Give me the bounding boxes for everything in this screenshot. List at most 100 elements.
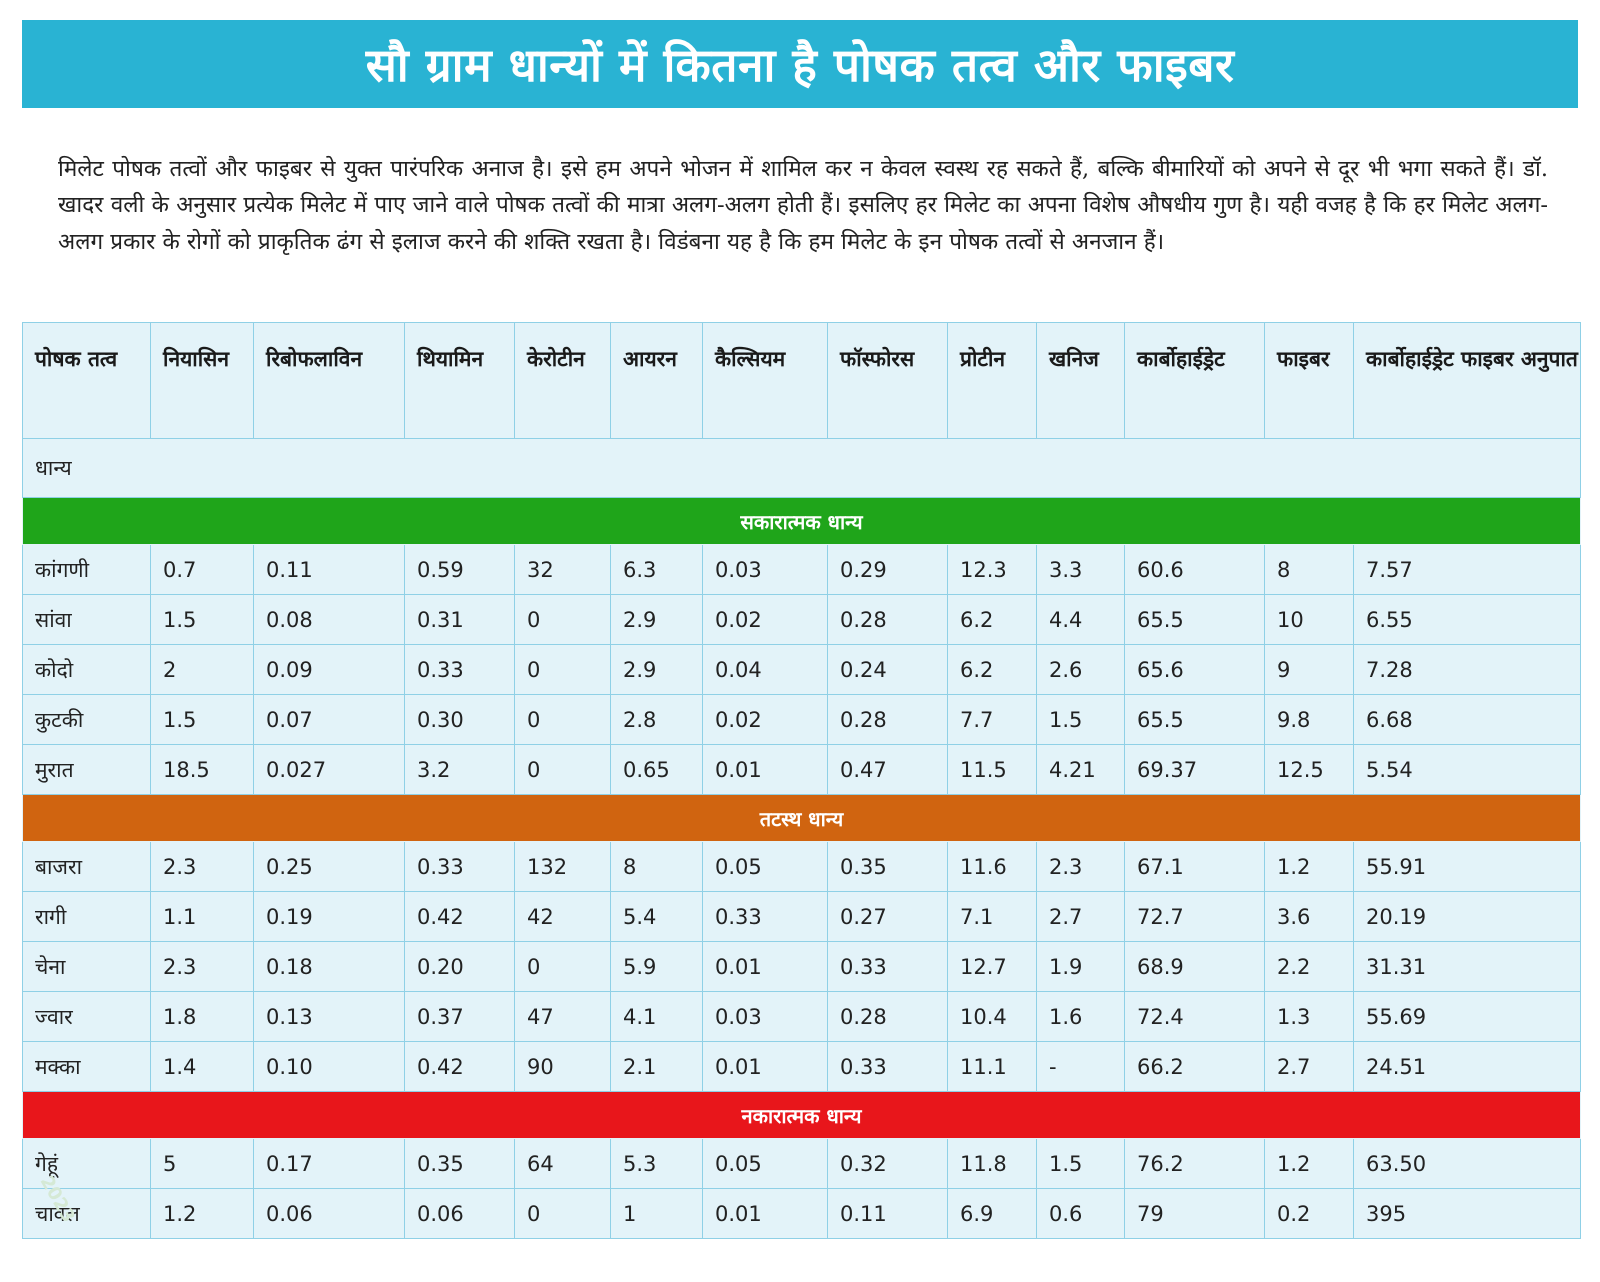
value-cell: 2	[150, 644, 254, 695]
value-cell: 7.57	[1353, 544, 1581, 595]
group-header-row: तटस्थ धान्य	[22, 794, 1581, 842]
value-cell: 7.1	[947, 891, 1037, 942]
column-header: प्रोटीन	[947, 322, 1037, 439]
table-row: चेना 2.3 0.18 0.20 0 5.9 0.01 0.33 12.7 1.9 68.9 2.…	[22, 941, 1581, 992]
value-cell: 5	[150, 1138, 254, 1189]
value-cell: 2.2	[1264, 941, 1354, 992]
value-cell: 0.47	[827, 744, 948, 795]
grain-name-cell: कांगणी	[22, 544, 151, 595]
value-cell: 79	[1124, 1188, 1265, 1239]
value-cell: 72.4	[1124, 991, 1265, 1042]
title-banner: सौ ग्राम धान्यों में कितना है पोषक तत्व …	[22, 20, 1578, 108]
value-cell: 1	[610, 1188, 703, 1239]
table-row: मक्का 1.4 0.10 0.42 90 2.1 0.01 0.33 11.1-66.2 2.…	[22, 1041, 1581, 1092]
value-cell: 1.2	[150, 1188, 254, 1239]
grain-name-cell: गेहूं	[22, 1138, 151, 1189]
value-cell: 0.19	[253, 891, 405, 942]
value-cell: 10	[1264, 594, 1354, 645]
value-cell: 0.03	[702, 544, 828, 595]
value-cell: 10.4	[947, 991, 1037, 1042]
value-cell: 0.33	[404, 644, 515, 695]
group-header: नकारात्मक धान्य	[22, 1091, 1581, 1139]
group-header: तटस्थ धान्य	[22, 794, 1581, 842]
value-cell: 0	[514, 1188, 611, 1239]
value-cell: 6.55	[1353, 594, 1581, 645]
grain-name-cell: मुरात	[22, 744, 151, 795]
value-cell: 1.1	[150, 891, 254, 942]
value-cell: 72.7	[1124, 891, 1265, 942]
value-cell: 0.33	[404, 841, 515, 892]
nutrition-table: पोषक तत्व नियासिन रिबोफलाविन थियामिन केरोटीन…	[22, 322, 1581, 1239]
value-cell: 0.04	[702, 644, 828, 695]
value-cell: 0.09	[253, 644, 405, 695]
table-row: गेहूं 5 0.17 0.35 64 5.3 0.05 0.32 11.8 1.5 76.2 1.…	[22, 1138, 1581, 1189]
value-cell: 4.4	[1036, 594, 1125, 645]
value-cell: 0.027	[253, 744, 405, 795]
value-cell: 4.1	[610, 991, 703, 1042]
value-cell: 65.5	[1124, 594, 1265, 645]
grain-name-cell: ज्वार	[22, 991, 151, 1042]
grain-name-cell: सांवा	[22, 594, 151, 645]
value-cell: 7.28	[1353, 644, 1581, 695]
value-cell: 2.3	[1036, 841, 1125, 892]
value-cell: 6.2	[947, 644, 1037, 695]
value-cell: 2.9	[610, 644, 703, 695]
grain-name-cell: बाजरा	[22, 841, 151, 892]
value-cell: 0.28	[827, 694, 948, 745]
value-cell: 47	[514, 991, 611, 1042]
value-cell: 0.01	[702, 1188, 828, 1239]
value-cell: 8	[1264, 544, 1354, 595]
value-cell: 0	[514, 941, 611, 992]
value-cell: 0.29	[827, 544, 948, 595]
value-cell: 55.91	[1353, 841, 1581, 892]
value-cell: 0.42	[404, 891, 515, 942]
column-header: फाइबर	[1264, 322, 1354, 439]
value-cell: 0.05	[702, 841, 828, 892]
value-cell: 0.11	[827, 1188, 948, 1239]
value-cell: 67.1	[1124, 841, 1265, 892]
value-cell: 8	[610, 841, 703, 892]
value-cell: 0.08	[253, 594, 405, 645]
value-cell: 5.4	[610, 891, 703, 942]
column-header: थियामिन	[404, 322, 515, 439]
value-cell: 0.59	[404, 544, 515, 595]
grain-label-row: धान्य	[22, 438, 1581, 498]
page-title: सौ ग्राम धान्यों में कितना है पोषक तत्व …	[365, 38, 1235, 92]
column-header: आयरन	[610, 322, 703, 439]
value-cell: 5.9	[610, 941, 703, 992]
value-cell: 0.31	[404, 594, 515, 645]
value-cell: 66.2	[1124, 1041, 1265, 1092]
grain-name-cell: चेना	[22, 941, 151, 992]
value-cell: 1.4	[150, 1041, 254, 1092]
value-cell: 2.8	[610, 694, 703, 745]
value-cell: 0.30	[404, 694, 515, 745]
value-cell: 0.06	[404, 1188, 515, 1239]
column-header: पोषक तत्व	[22, 322, 151, 439]
value-cell: 69.37	[1124, 744, 1265, 795]
value-cell: 0	[514, 594, 611, 645]
value-cell: 395	[1353, 1188, 1581, 1239]
value-cell: 3.6	[1264, 891, 1354, 942]
value-cell: 0.02	[702, 694, 828, 745]
value-cell: 0.01	[702, 1041, 828, 1092]
value-cell: 0.06	[253, 1188, 405, 1239]
grain-name-cell: कोदो	[22, 644, 151, 695]
grain-name-cell: मक्का	[22, 1041, 151, 1092]
value-cell: 31.31	[1353, 941, 1581, 992]
value-cell: 0.24	[827, 644, 948, 695]
grain-name-cell: कुटकी	[22, 694, 151, 745]
value-cell: 0.6	[1036, 1188, 1125, 1239]
column-header: नियासिन	[150, 322, 254, 439]
value-cell: 6.2	[947, 594, 1037, 645]
value-cell: 2.9	[610, 594, 703, 645]
value-cell: 0.7	[150, 544, 254, 595]
value-cell: 0.27	[827, 891, 948, 942]
value-cell: 76.2	[1124, 1138, 1265, 1189]
value-cell: 0.25	[253, 841, 405, 892]
value-cell: 0.20	[404, 941, 515, 992]
table-header-row: पोषक तत्व नियासिन रिबोफलाविन थियामिन केरोटीन…	[22, 322, 1581, 439]
value-cell: 1.2	[1264, 841, 1354, 892]
value-cell: 12.5	[1264, 744, 1354, 795]
value-cell: 0.11	[253, 544, 405, 595]
group-header-row: सकारात्मक धान्य	[22, 497, 1581, 545]
